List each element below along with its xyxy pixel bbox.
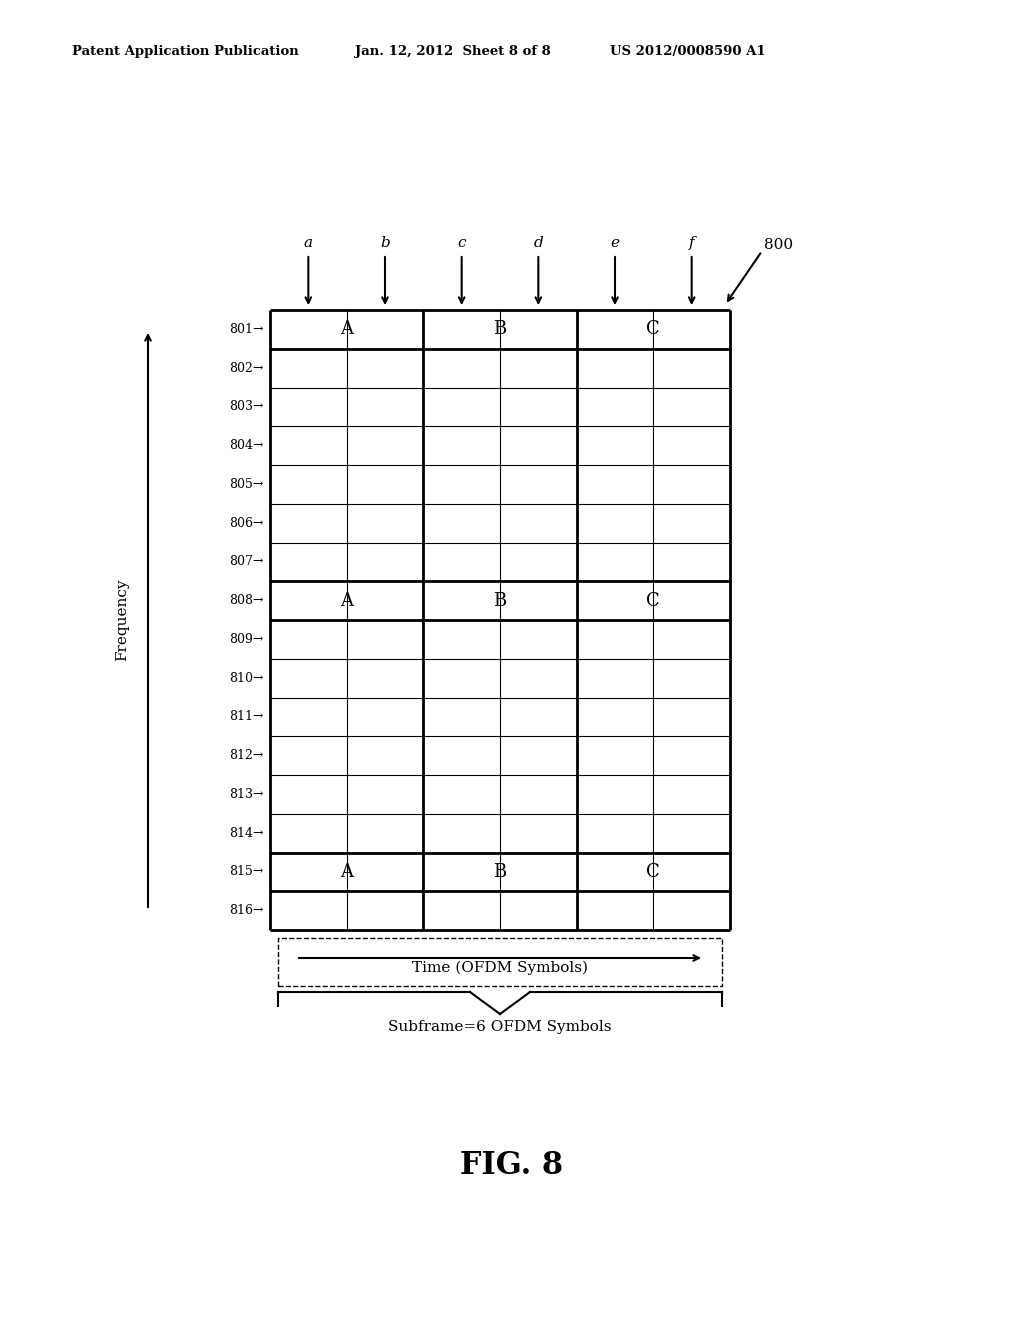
Text: B: B — [494, 591, 507, 610]
Text: f: f — [689, 236, 694, 249]
Text: 809→: 809→ — [229, 632, 264, 645]
Text: Subframe=6 OFDM Symbols: Subframe=6 OFDM Symbols — [388, 1020, 611, 1034]
Text: a: a — [304, 236, 313, 249]
Text: Jan. 12, 2012  Sheet 8 of 8: Jan. 12, 2012 Sheet 8 of 8 — [355, 45, 551, 58]
Text: 816→: 816→ — [229, 904, 264, 917]
Text: 800: 800 — [764, 238, 794, 252]
Text: 814→: 814→ — [229, 826, 264, 840]
Text: Patent Application Publication: Patent Application Publication — [72, 45, 299, 58]
Text: B: B — [494, 863, 507, 880]
Text: FIG. 8: FIG. 8 — [461, 1150, 563, 1180]
Text: A: A — [340, 321, 353, 338]
Text: 815→: 815→ — [229, 866, 264, 878]
Text: 801→: 801→ — [229, 323, 264, 335]
Text: B: B — [494, 321, 507, 338]
Text: 811→: 811→ — [229, 710, 264, 723]
Text: d: d — [534, 236, 543, 249]
Text: US 2012/0008590 A1: US 2012/0008590 A1 — [610, 45, 766, 58]
Text: 812→: 812→ — [229, 750, 264, 762]
Text: 804→: 804→ — [229, 440, 264, 453]
Text: 808→: 808→ — [229, 594, 264, 607]
Text: C: C — [646, 863, 660, 880]
Text: 810→: 810→ — [229, 672, 264, 685]
Text: Frequency: Frequency — [115, 578, 129, 661]
Text: b: b — [380, 236, 390, 249]
Text: C: C — [646, 591, 660, 610]
Text: c: c — [458, 236, 466, 249]
Text: 806→: 806→ — [229, 516, 264, 529]
Text: 803→: 803→ — [229, 400, 264, 413]
Text: Time (OFDM Symbols): Time (OFDM Symbols) — [412, 961, 588, 975]
Text: e: e — [610, 236, 620, 249]
Text: 805→: 805→ — [229, 478, 264, 491]
Text: 802→: 802→ — [229, 362, 264, 375]
Text: 807→: 807→ — [229, 556, 264, 569]
Text: A: A — [340, 591, 353, 610]
Text: C: C — [646, 321, 660, 338]
Text: A: A — [340, 863, 353, 880]
Text: 813→: 813→ — [229, 788, 264, 801]
